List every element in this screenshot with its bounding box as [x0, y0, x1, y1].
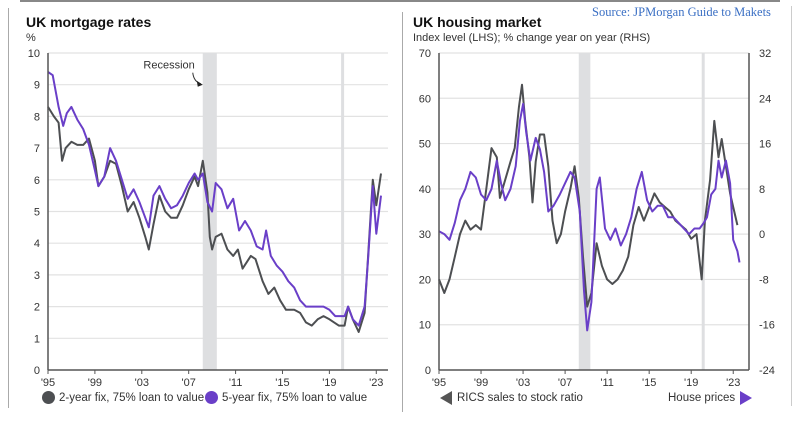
y-tick-label: 7	[34, 143, 40, 155]
legend-marker-purple-icon	[205, 391, 218, 404]
legend-marker-gray-icon	[42, 391, 55, 404]
chart-title-mortgage: UK mortgage rates	[26, 14, 152, 30]
x-tick-label: '99	[88, 377, 102, 389]
y-tick-label: 10	[419, 320, 431, 332]
annotation-arrow-line	[192, 72, 201, 85]
panel-divider	[402, 12, 403, 412]
legend-label-5yr: 5-year fix, 75% loan to value	[222, 391, 368, 404]
x-tick-label: '11	[600, 377, 614, 389]
annotation-arrowhead-icon	[196, 80, 203, 87]
covid-band	[341, 53, 345, 370]
legend-label-2yr: 2-year fix, 75% loan to value	[59, 391, 205, 404]
x-tick-label: '99	[474, 377, 488, 389]
top-border	[20, 0, 780, 2]
y2-tick-label: 32	[759, 48, 771, 60]
x-tick-label: '19	[684, 377, 698, 389]
y-tick-label: 50	[419, 139, 431, 151]
y2-tick-label: 24	[759, 93, 771, 105]
chart-title-housing: UK housing market	[413, 14, 542, 30]
x-tick-label: '23	[726, 377, 740, 389]
legend-item-house-prices: House prices	[668, 391, 753, 405]
y2-tick-label: -16	[759, 320, 775, 332]
y-tick-label: 3	[34, 270, 40, 282]
y-tick-label: 0	[34, 365, 40, 377]
source-note: Source: JPMorgan Guide to Makets	[592, 5, 771, 19]
left-border	[8, 8, 9, 408]
y-tick-label: 30	[419, 229, 431, 241]
x-tick-label: '11	[229, 377, 243, 389]
y2-tick-label: 16	[759, 139, 771, 151]
y-tick-label: 20	[419, 274, 431, 286]
y-tick-label: 0	[425, 365, 431, 377]
y2-tick-label: 8	[759, 184, 765, 196]
series-line-purple	[438, 102, 741, 332]
recession-band	[202, 53, 217, 370]
x-tick-label: '95	[41, 377, 55, 389]
chart-subtitle-housing: Index level (LHS); % change year on year…	[413, 32, 651, 44]
x-tick-label: '15	[642, 377, 656, 389]
y-tick-label: 9	[34, 80, 40, 92]
y-axis-unit-label: %	[26, 32, 36, 44]
y2-tick-label: -24	[759, 365, 775, 377]
covid-band	[701, 53, 705, 370]
y-tick-label: 4	[34, 238, 40, 250]
series-line-purple	[47, 71, 382, 327]
legend-label-house-prices: House prices	[668, 392, 736, 404]
right-border	[791, 6, 792, 406]
y2-tick-label: 0	[759, 229, 765, 241]
left-axis-arrow-icon	[440, 391, 452, 405]
x-tick-label: '03	[135, 377, 149, 389]
legend-item-5yr: 5-year fix, 75% loan to value	[205, 391, 367, 404]
y2-tick-label: -8	[759, 274, 769, 286]
recession-annotation: Recession	[143, 60, 194, 72]
recession-band	[578, 53, 591, 370]
x-tick-label: '07	[182, 377, 196, 389]
y-tick-label: 70	[419, 48, 431, 60]
x-tick-label: '03	[516, 377, 530, 389]
legend-label-rics: RICS sales to stock ratio	[457, 392, 583, 404]
y-tick-label: 6	[34, 175, 40, 187]
y-tick-label: 10	[28, 48, 40, 60]
y-tick-label: 40	[419, 184, 431, 196]
x-tick-label: '19	[322, 377, 336, 389]
y-tick-label: 8	[34, 111, 40, 123]
legend-item-rics: RICS sales to stock ratio	[440, 391, 583, 405]
y-tick-label: 1	[34, 333, 40, 345]
y-tick-label: 5	[34, 207, 40, 219]
x-tick-label: '95	[432, 377, 446, 389]
right-axis-arrow-icon	[740, 391, 753, 405]
y-tick-label: 2	[34, 302, 40, 314]
legend-item-2yr: 2-year fix, 75% loan to value	[42, 391, 204, 404]
x-tick-label: '23	[369, 377, 383, 389]
x-tick-label: '15	[275, 377, 289, 389]
x-tick-label: '07	[558, 377, 572, 389]
y-tick-label: 60	[419, 93, 431, 105]
